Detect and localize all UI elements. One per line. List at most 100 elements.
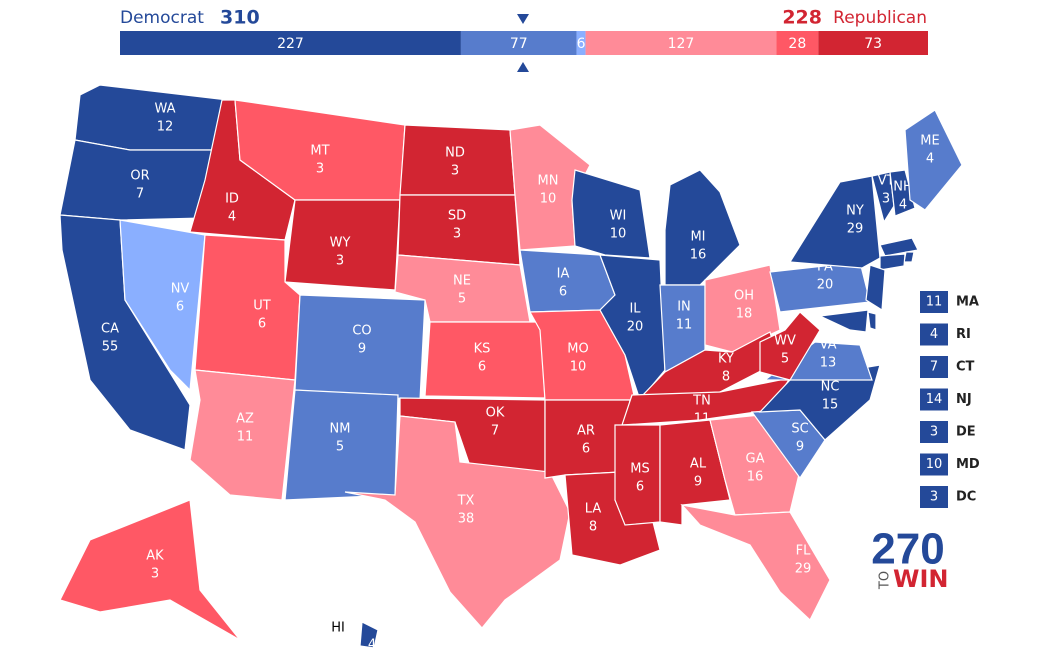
- state-abbr: IL: [629, 302, 641, 317]
- state-votes: 7: [491, 424, 499, 439]
- state-votes: 20: [627, 320, 644, 335]
- state-votes: 8: [589, 520, 597, 535]
- small-state-votes: 3: [930, 490, 938, 505]
- midpoint-arrow: [517, 14, 529, 24]
- state-votes: 6: [559, 285, 567, 300]
- state-shape: [879, 253, 906, 271]
- state-abbr: GA: [746, 452, 765, 467]
- state-votes: 3: [316, 162, 324, 177]
- state-abbr: TX: [457, 494, 475, 509]
- state-abbr: NM: [330, 422, 351, 437]
- state-votes: 18: [736, 307, 753, 322]
- state-abbr: OK: [486, 406, 505, 421]
- state-abbr: ME: [920, 134, 939, 149]
- state-abbr: KY: [718, 352, 734, 367]
- state-votes: 5: [781, 352, 789, 367]
- state-shape: [889, 169, 916, 217]
- state-votes: 4: [899, 198, 907, 213]
- state-votes: 3: [151, 567, 159, 582]
- state-abbr: WV: [774, 334, 796, 349]
- small-state-abbr: RI: [956, 327, 971, 342]
- state-votes: 13: [820, 356, 837, 371]
- state-abbr: MS: [630, 462, 649, 477]
- state-votes: 38: [458, 512, 475, 527]
- republican-label: Republican: [833, 8, 927, 28]
- state-abbr: WI: [610, 209, 627, 224]
- state-abbr: WA: [154, 102, 175, 117]
- state-votes: 3: [453, 227, 461, 242]
- state-votes: 29: [795, 562, 812, 577]
- small-state-votes: 3: [930, 425, 938, 440]
- state-votes: 12: [157, 120, 174, 135]
- small-state-abbr: NJ: [956, 392, 972, 407]
- bar-segment: [576, 31, 586, 55]
- state-abbr: OR: [130, 169, 149, 184]
- state-abbr: AZ: [236, 412, 254, 427]
- segment-label: 227: [277, 36, 304, 52]
- state-votes: 20: [817, 278, 834, 293]
- state-votes: 4: [228, 210, 236, 225]
- state-abbr: MN: [538, 174, 559, 189]
- small-state-box: [920, 421, 948, 443]
- democrat-total: 310: [220, 7, 260, 29]
- state-votes: 3: [336, 254, 344, 269]
- state-abbr: LA: [585, 502, 602, 517]
- state-shape: [680, 504, 831, 621]
- state-votes: 8: [722, 370, 730, 385]
- state-shape: [59, 499, 241, 641]
- state-votes: 16: [690, 248, 707, 263]
- state-votes: 11: [237, 430, 254, 445]
- state-abbr: NC: [821, 380, 840, 395]
- republican-total: 228: [782, 7, 822, 29]
- logo-win: WIN: [893, 565, 949, 593]
- small-state-votes: 4: [930, 327, 938, 342]
- state-shape: [638, 331, 779, 399]
- state-votes: 3: [882, 192, 890, 207]
- state-votes: 9: [796, 440, 804, 455]
- state-shape: [817, 309, 869, 333]
- state-abbr: AR: [577, 424, 595, 439]
- small-state-votes: 7: [930, 360, 938, 375]
- state-votes: 6: [582, 442, 590, 457]
- state-votes: 3: [451, 164, 459, 179]
- state-shape: [614, 424, 661, 526]
- segment-label: 127: [668, 36, 695, 52]
- state-abbr: MO: [567, 342, 588, 357]
- small-state-box: [920, 291, 948, 313]
- state-abbr: VA: [820, 338, 837, 353]
- state-votes: 5: [458, 292, 466, 307]
- small-state-votes: 11: [926, 295, 943, 310]
- state-shape: [344, 415, 571, 629]
- state-abbr: NH: [893, 180, 913, 195]
- segment-label: 28: [788, 36, 806, 52]
- state-votes: 15: [822, 398, 839, 413]
- state-abbr: NY: [846, 204, 864, 219]
- state-votes: 10: [610, 227, 627, 242]
- bar-segment: [818, 31, 928, 55]
- state-abbr: SC: [791, 422, 808, 437]
- bar-segment: [585, 31, 777, 55]
- state-abbr: SD: [448, 209, 466, 224]
- state-votes: 7: [136, 187, 144, 202]
- bar-segment: [120, 31, 461, 55]
- state-votes: 9: [358, 342, 366, 357]
- state-abbr: WY: [330, 236, 351, 251]
- state-shape: [865, 264, 886, 312]
- state-votes: 6: [176, 300, 184, 315]
- state-shape: [664, 169, 741, 286]
- state-votes: 6: [478, 360, 486, 375]
- state-abbr: MI: [690, 230, 705, 245]
- small-state-box: [920, 323, 948, 346]
- state-votes: 4: [926, 152, 934, 167]
- bar-segment: [776, 31, 819, 55]
- state-votes: 6: [258, 317, 266, 332]
- state-abbr: ND: [445, 146, 465, 161]
- state-votes: 55: [102, 340, 119, 355]
- small-state-votes: 14: [926, 392, 943, 407]
- state-votes: 16: [747, 470, 764, 485]
- state-abbr: NV: [171, 282, 190, 297]
- state-abbr: IN: [677, 300, 691, 315]
- state-shape: [599, 254, 666, 402]
- state-abbr: FL: [796, 544, 811, 559]
